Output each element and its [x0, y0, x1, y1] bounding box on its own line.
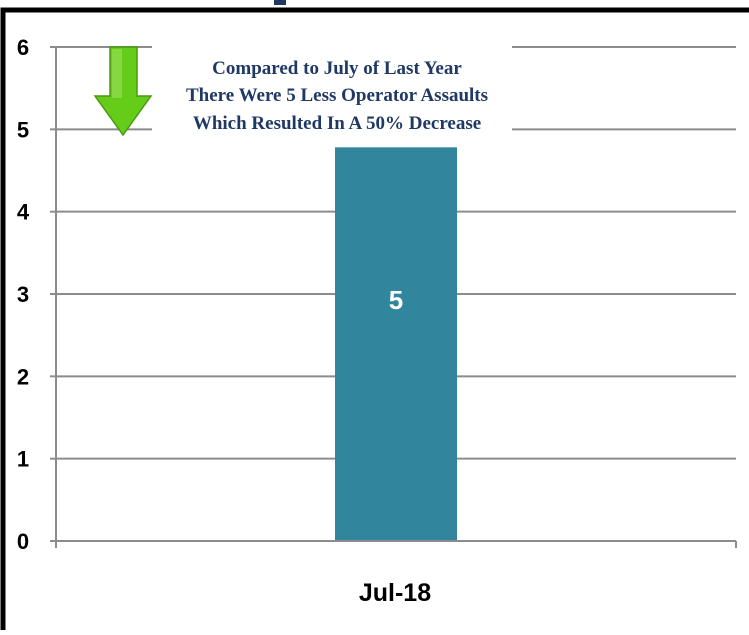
y-tick-label-4: 4 [17, 200, 30, 225]
y-tick-label-6: 6 [17, 35, 29, 60]
annotation-line-3: Which Resulted In A 50% Decrease [193, 113, 481, 134]
down-arrow-icon [93, 46, 153, 137]
data-label-Jul-18: 5 [389, 285, 403, 315]
x-axis: Jul-18 [55, 47, 737, 607]
annotation-line-2: There Were 5 Less Operator Assaults [186, 85, 488, 106]
y-tick-label-2: 2 [17, 364, 29, 389]
y-tick-label-1: 1 [17, 447, 29, 472]
y-tick-label-3: 3 [17, 282, 29, 307]
annotation-line-1: Compared to July of Last Year [212, 58, 462, 79]
bars: 5 [335, 147, 457, 542]
y-tick-label-0: 0 [17, 529, 29, 554]
annotation-box [152, 44, 512, 134]
x-tick-label-Jul-18: Jul-18 [359, 579, 431, 607]
y-axis-tick-labels: 0 1 2 3 4 5 6 [17, 35, 56, 554]
chart-border [0, 7, 749, 635]
bar-Jul-18 [335, 147, 457, 542]
cropped-title-fragment [274, 0, 286, 5]
y-tick-label-5: 5 [17, 117, 29, 142]
